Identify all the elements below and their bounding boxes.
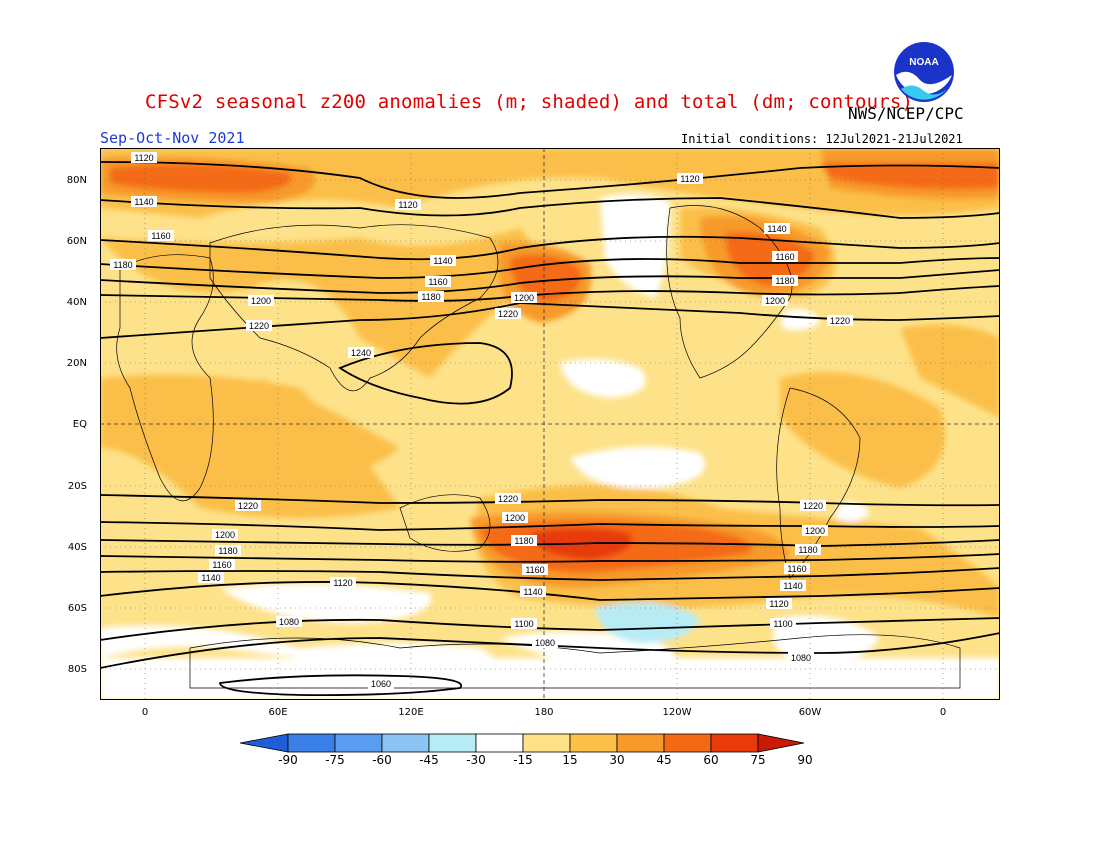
svg-text:1180: 1180 [775,276,794,286]
lat-label: 20S [67,481,87,492]
lon-label: 60W [798,707,822,718]
colorbar-segment [663,733,712,753]
chart-title: CFSv2 seasonal z200 anomalies (m; shaded… [145,91,914,113]
svg-text:1100: 1100 [773,619,792,629]
svg-text:1140: 1140 [523,587,542,597]
height-contours [100,161,1000,697]
svg-text:1140: 1140 [134,197,153,207]
season-label: Sep-Oct-Nov 2021 [100,129,245,147]
colorbar-tick-label: -90 [278,753,298,767]
colorbar-tick-label: -45 [419,753,439,767]
svg-text:1220: 1220 [498,309,518,319]
svg-text:1120: 1120 [398,200,417,210]
z200-anomaly-map: 1120 1120 1120 1140 1140 1140 1160 1160 … [100,148,1000,700]
svg-text:1160: 1160 [151,231,170,241]
svg-text:1200: 1200 [251,296,271,306]
svg-text:1160: 1160 [775,252,794,262]
svg-text:1220: 1220 [498,494,518,504]
colorbar-tick-label: -30 [466,753,486,767]
colorbar-tick-label: -75 [325,753,345,767]
colorbar-tick-label: 45 [656,753,672,767]
lon-label: 120W [662,707,692,718]
svg-text:1200: 1200 [505,513,525,523]
svg-text:1220: 1220 [830,316,850,326]
colorbar-tick-label: -15 [513,753,533,767]
svg-text:1220: 1220 [803,501,823,511]
lat-label: 40N [66,297,87,308]
colorbar-segment [334,733,383,753]
svg-text:1180: 1180 [514,536,533,546]
lon-label: 0 [939,707,947,718]
lat-label: EQ [72,419,87,430]
colorbar-tick-label: 90 [797,753,813,767]
colorbar-tick-label: 75 [750,753,766,767]
svg-text:1220: 1220 [249,321,269,331]
svg-text:1060: 1060 [371,679,391,689]
coastlines [116,205,961,689]
colorbar-segment [428,733,477,753]
colorbar-segment [710,733,759,753]
colorbar-arrow-right [757,733,805,753]
lon-label: 120E [398,707,424,718]
svg-text:1100: 1100 [514,619,533,629]
lon-label: 60E [268,707,288,718]
colorbar-segment [287,733,336,753]
svg-text:1080: 1080 [279,617,299,627]
svg-text:1140: 1140 [767,224,786,234]
organization-label: NWS/NCEP/CPC [848,104,964,123]
lat-label: 60S [67,603,87,614]
colorbar-segment [522,733,571,753]
colorbar-tick-label: -60 [372,753,392,767]
colorbar-tick-label: 60 [703,753,719,767]
svg-text:1140: 1140 [433,256,452,266]
svg-text:1080: 1080 [535,638,555,648]
lat-label: 80S [67,664,87,675]
lon-label: 0 [141,707,149,718]
svg-text:1200: 1200 [805,526,825,536]
colorbar-segment [616,733,665,753]
svg-text:1240: 1240 [351,348,371,358]
colorbar-segment [381,733,430,753]
svg-text:1140: 1140 [783,581,802,591]
svg-text:1180: 1180 [218,546,237,556]
contour-labels: 1120 1120 1120 1140 1140 1140 1160 1160 … [110,152,853,689]
svg-text:1180: 1180 [798,545,817,555]
lat-label: 40S [67,542,87,553]
lat-label: 20N [66,358,87,369]
svg-text:1120: 1120 [134,153,153,163]
noaa-logo: NOAA [894,42,954,102]
svg-text:1160: 1160 [525,565,544,575]
svg-text:1120: 1120 [680,174,699,184]
lon-label: 180 [534,707,554,718]
svg-text:1160: 1160 [212,560,231,570]
lat-label: 80N [66,175,87,186]
colorbar [240,733,805,753]
svg-text:1120: 1120 [333,578,352,588]
svg-text:1120: 1120 [769,599,788,609]
svg-text:1220: 1220 [238,501,258,511]
colorbar-arrow-left [240,733,289,753]
svg-text:1160: 1160 [428,277,447,287]
colorbar-tick-label: 15 [562,753,578,767]
map-frame [100,148,1000,700]
initial-conditions-label: Initial conditions: 12Jul2021-21Jul2021 [681,132,963,146]
svg-text:1180: 1180 [113,260,132,270]
svg-text:1200: 1200 [514,293,534,303]
svg-text:1200: 1200 [765,296,785,306]
svg-text:1140: 1140 [201,573,220,583]
svg-text:NOAA: NOAA [909,57,938,68]
svg-text:1080: 1080 [791,653,811,663]
colorbar-tick-label: 30 [609,753,625,767]
colorbar-segment [569,733,618,753]
svg-text:1180: 1180 [421,292,440,302]
colorbar-segment [475,733,524,753]
svg-text:1160: 1160 [787,564,806,574]
svg-text:1200: 1200 [215,530,235,540]
lat-label: 60N [66,236,87,247]
